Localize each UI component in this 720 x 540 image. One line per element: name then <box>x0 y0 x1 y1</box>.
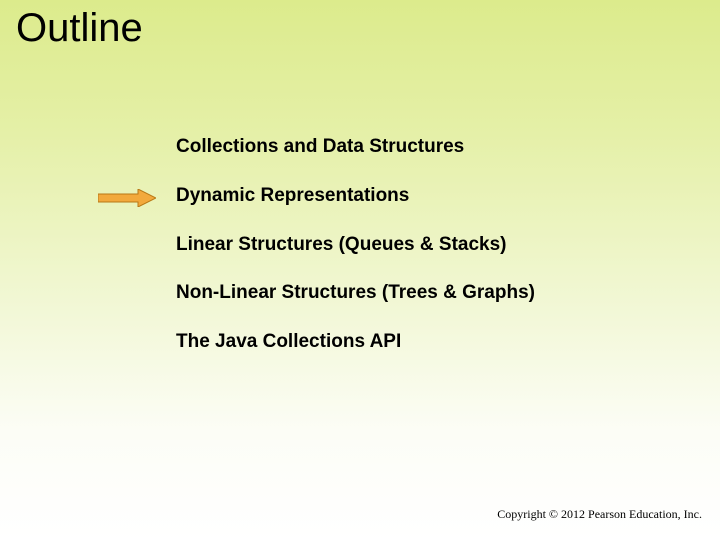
list-item: Collections and Data Structures <box>176 136 535 159</box>
arrow-shape <box>98 189 156 207</box>
list-item: Dynamic Representations <box>176 185 535 208</box>
arrow-icon <box>98 189 156 207</box>
slide: Outline Collections and Data Structures … <box>0 0 720 540</box>
pointer-arrow <box>98 189 156 212</box>
outline-list: Collections and Data Structures Dynamic … <box>176 136 535 380</box>
copyright-footer: Copyright © 2012 Pearson Education, Inc. <box>497 507 702 522</box>
list-item: Non-Linear Structures (Trees & Graphs) <box>176 282 535 305</box>
list-item: The Java Collections API <box>176 331 535 354</box>
list-item: Linear Structures (Queues & Stacks) <box>176 234 535 257</box>
page-title: Outline <box>16 6 143 51</box>
